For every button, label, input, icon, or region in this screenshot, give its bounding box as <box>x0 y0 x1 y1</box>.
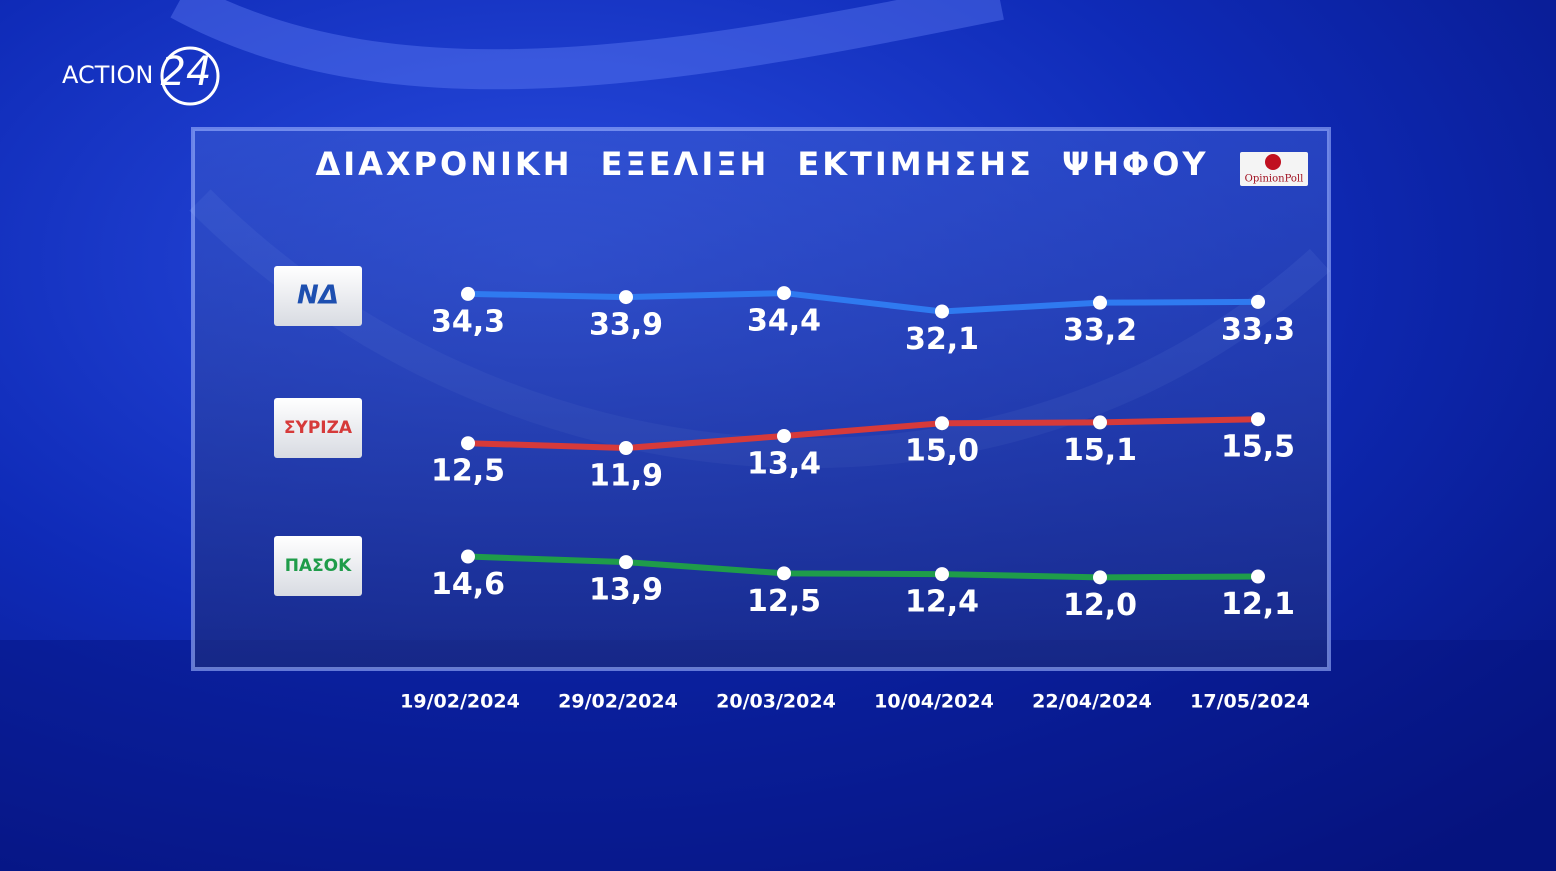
data-label: 12,0 <box>1063 588 1137 623</box>
data-point <box>461 436 475 451</box>
channel-logo: ACTION 24 <box>62 46 220 106</box>
data-point <box>1093 415 1107 430</box>
data-label: 33,2 <box>1063 313 1137 348</box>
data-point <box>935 416 949 431</box>
data-label: 33,9 <box>589 308 663 343</box>
data-label: 34,3 <box>431 304 505 339</box>
data-label: 12,4 <box>905 585 979 620</box>
data-point <box>1093 295 1107 310</box>
legend-logo <box>274 398 362 458</box>
data-label: 14,6 <box>431 567 505 602</box>
data-label: 15,5 <box>1221 430 1295 465</box>
data-point <box>619 555 633 570</box>
data-label: 12,5 <box>747 584 821 619</box>
x-tick-label: 22/04/2024 <box>1032 691 1152 713</box>
data-point <box>619 290 633 305</box>
data-point <box>461 549 475 564</box>
series-line <box>467 290 1259 315</box>
data-point <box>619 441 633 455</box>
channel-text: ACTION <box>62 61 153 89</box>
series-line <box>467 416 1259 451</box>
legend-logo <box>274 536 362 596</box>
data-label: 11,9 <box>589 459 663 494</box>
x-tick-label: 17/05/2024 <box>1190 691 1310 713</box>
x-tick-label: 19/02/2024 <box>400 691 520 713</box>
data-point <box>935 567 949 582</box>
data-point <box>1251 412 1265 427</box>
data-point <box>1251 294 1265 309</box>
legend-logo <box>274 266 362 326</box>
x-tick-label: 20/03/2024 <box>716 691 836 713</box>
series-line <box>467 553 1259 581</box>
data-label: 13,9 <box>589 573 663 608</box>
data-label: 15,1 <box>1063 433 1137 468</box>
channel-number: 24 <box>161 49 212 95</box>
data-point <box>777 566 791 581</box>
data-point <box>777 286 791 301</box>
data-point <box>777 429 791 443</box>
legend-label: ΠΑΣΟΚ <box>285 556 352 576</box>
x-tick-label: 10/04/2024 <box>874 691 994 713</box>
data-label: 33,3 <box>1221 312 1295 347</box>
data-point <box>935 304 949 319</box>
decor-swoosh <box>170 0 1004 90</box>
data-label: 32,1 <box>905 322 979 357</box>
source-dot <box>1265 154 1281 170</box>
data-point <box>1251 569 1265 584</box>
source-logo: OpinionPoll <box>1240 152 1308 186</box>
data-label: 13,4 <box>747 447 821 482</box>
legend-label: ΝΔ <box>297 281 339 311</box>
data-label: 34,4 <box>747 304 821 339</box>
plot: 19/02/2024 29/02/2024 20/03/2024 10/04/2024… <box>274 266 1310 713</box>
data-label: 12,5 <box>431 454 505 489</box>
data-point <box>461 286 475 301</box>
legend-label: ΣΥΡΙΖΑ <box>284 418 353 438</box>
x-tick-label: 29/02/2024 <box>558 691 678 713</box>
floor <box>0 640 1556 871</box>
channel-ring <box>160 46 220 106</box>
data-label: 15,0 <box>905 434 979 469</box>
data-point <box>1093 570 1107 585</box>
chart-title: ΔΙΑΧΡΟΝΙΚΗ ΕΞΕΛΙΞΗ ΕΚΤΙΜΗΣΗΣ ΨΗΦΟΥ <box>315 145 1208 183</box>
source-text: OpinionPoll <box>1245 174 1304 185</box>
data-label: 12,1 <box>1221 587 1295 622</box>
